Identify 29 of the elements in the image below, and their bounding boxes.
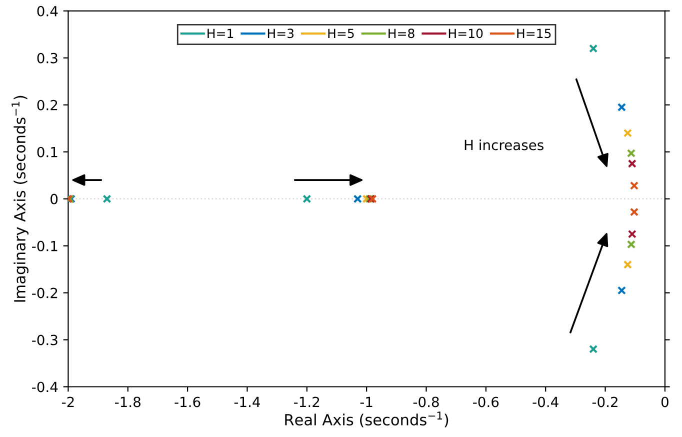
legend-label: H=15 bbox=[517, 28, 551, 38]
legend-label: H=3 bbox=[268, 28, 294, 38]
x-tick-label: -0.2 bbox=[592, 396, 618, 408]
y-tick-label: 0.4 bbox=[37, 6, 58, 16]
x-tick-label: -0.4 bbox=[532, 396, 558, 408]
x-tick-label: -0.8 bbox=[413, 396, 439, 408]
x-tick-label: -1 bbox=[360, 396, 372, 408]
x-tick-label: -1.8 bbox=[115, 396, 140, 408]
y-tick-label: 0.1 bbox=[37, 146, 58, 158]
x-tick-label: 0 bbox=[661, 396, 668, 408]
y-axis-title: Imaginary Axis (seconds$^{−1}$) bbox=[12, 96, 28, 302]
x-tick-label: -1.4 bbox=[234, 396, 260, 408]
y-tick-label: -0.3 bbox=[32, 334, 58, 346]
legend-label: H=5 bbox=[328, 28, 354, 38]
annotation: H increases bbox=[464, 140, 544, 150]
y-tick-label: -0.1 bbox=[32, 240, 58, 252]
y-tick-label: 0.3 bbox=[37, 52, 58, 64]
legend-label: H=10 bbox=[448, 28, 483, 38]
legend-label: H=8 bbox=[388, 28, 414, 38]
x-tick-label: -1.6 bbox=[174, 396, 200, 408]
x-tick-label: -2 bbox=[62, 396, 74, 408]
y-tick-label: -0.4 bbox=[32, 382, 58, 392]
y-tick-label: -0.2 bbox=[32, 288, 58, 298]
x-axis-title: Real Axis (seconds$^{−1}$) bbox=[285, 412, 448, 428]
y-tick-label: 0.2 bbox=[37, 100, 58, 110]
x-tick-label: -1.2 bbox=[294, 396, 320, 408]
y-tick-label: 0 bbox=[50, 194, 58, 204]
x-tick-label: -0.6 bbox=[473, 396, 499, 408]
legend-label: H=1 bbox=[208, 28, 234, 38]
